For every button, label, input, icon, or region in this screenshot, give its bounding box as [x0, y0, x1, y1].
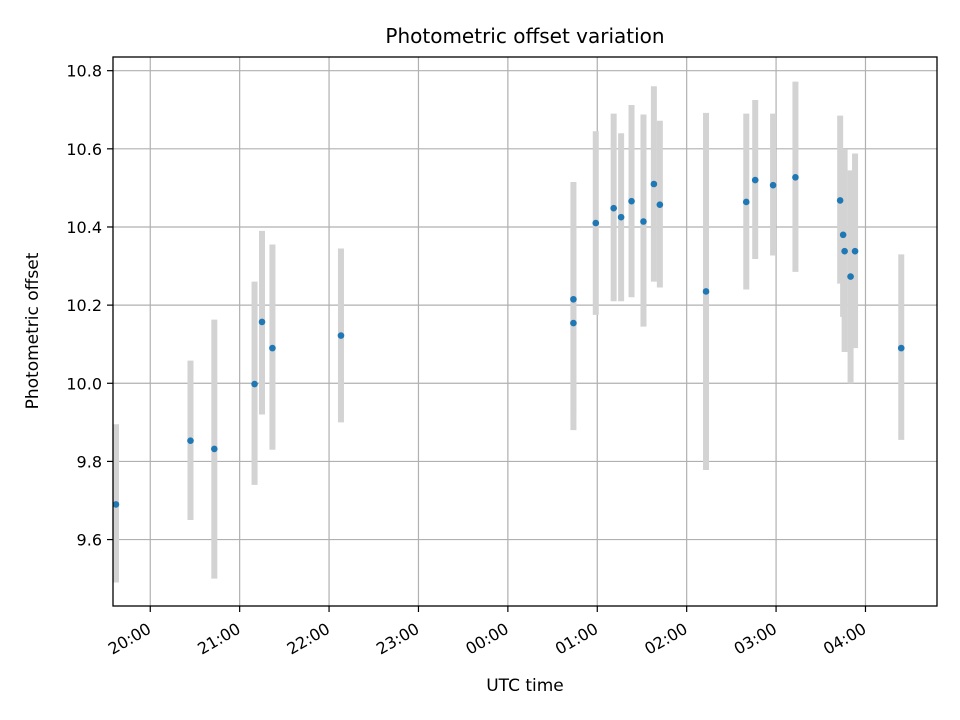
data-point — [839, 231, 847, 239]
x-tick-label: 20:00 — [105, 619, 154, 659]
data-point — [769, 181, 777, 189]
data-point — [751, 176, 759, 184]
data-point — [792, 174, 799, 181]
data-point — [617, 213, 625, 221]
y-tick-label: 10.0 — [66, 374, 102, 393]
data-point — [628, 197, 635, 205]
y-tick-label: 10.6 — [66, 140, 102, 159]
data-point — [251, 380, 258, 388]
x-tick-label: 22:00 — [284, 619, 333, 659]
data-point — [112, 501, 120, 508]
x-tick-label: 02:00 — [641, 619, 690, 659]
chart-title: Photometric offset variation — [385, 24, 664, 48]
y-axis-label: Photometric offset — [23, 252, 43, 409]
data-point — [897, 344, 905, 352]
data-point — [337, 332, 345, 339]
data-point — [702, 288, 710, 295]
data-point — [592, 219, 600, 227]
grid — [113, 57, 937, 606]
y-tick-label: 9.8 — [77, 452, 102, 471]
x-tick-label: 04:00 — [820, 619, 869, 659]
x-axis-ticks: 20:00 21:00 22:00 23:00 00:00 01:00 02:00 03:00… — [105, 606, 869, 659]
data-point — [742, 198, 750, 206]
y-tick-label: 10.4 — [66, 218, 102, 237]
x-tick-label: 03:00 — [731, 619, 780, 659]
data-point — [258, 318, 266, 326]
x-tick-label: 23:00 — [373, 619, 422, 659]
data-point — [211, 445, 218, 453]
data-point — [847, 273, 854, 280]
y-axis-ticks: 9.6 9.8 10.0 10.2 10.4 10.6 10.8 — [66, 62, 113, 550]
data-point — [570, 295, 577, 303]
data-point — [841, 247, 848, 255]
data-point — [610, 204, 617, 212]
data-point — [836, 197, 844, 204]
data-point — [656, 201, 664, 209]
y-tick-label: 10.2 — [66, 296, 102, 315]
x-tick-label: 00:00 — [462, 619, 511, 659]
y-tick-label: 9.6 — [77, 531, 102, 550]
error-bars — [112, 81, 905, 583]
data-point — [640, 218, 647, 225]
data-point — [570, 319, 577, 327]
y-tick-label: 10.8 — [66, 62, 102, 81]
x-tick-label: 21:00 — [194, 619, 243, 659]
data-points — [112, 174, 905, 508]
x-tick-label: 01:00 — [552, 619, 601, 659]
x-axis-label: UTC time — [486, 676, 564, 696]
data-point — [650, 180, 658, 188]
data-point — [269, 344, 276, 352]
data-point — [187, 437, 194, 445]
data-point — [851, 247, 859, 255]
plot-area-frame — [112, 56, 938, 607]
